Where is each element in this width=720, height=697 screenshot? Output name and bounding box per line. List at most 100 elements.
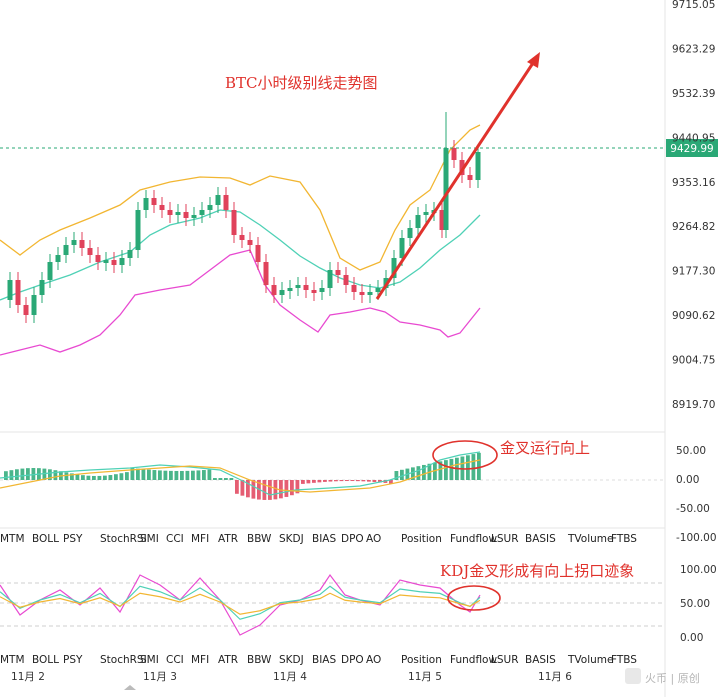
- macd-histogram-bar: [378, 480, 382, 483]
- macd-histogram-bar: [141, 469, 146, 480]
- macd-histogram-bar: [262, 480, 267, 500]
- candle-body: [311, 290, 317, 293]
- macd-histogram-bar: [130, 468, 135, 480]
- indicator-tab[interactable]: PSY: [63, 533, 83, 545]
- indicator-tab[interactable]: BOLL: [32, 533, 59, 545]
- indicator-tab[interactable]: ATR: [218, 654, 238, 666]
- date-tick-label: 11月 3: [143, 671, 177, 683]
- indicator-tab[interactable]: BASIS: [525, 654, 556, 666]
- indicator-tab[interactable]: Fundflow: [450, 654, 497, 666]
- indicator-tab[interactable]: LSUR: [491, 533, 519, 545]
- kdj-highlight-ellipse: [447, 585, 501, 611]
- date-tick-label: 11月 2: [11, 671, 45, 683]
- macd-histogram-bar: [438, 461, 443, 480]
- indicator-tab[interactable]: Position: [401, 654, 442, 666]
- macd-histogram-bar: [394, 471, 399, 480]
- indicator-tab[interactable]: BASIS: [525, 533, 556, 545]
- date-tick-label: 11月 5: [408, 671, 442, 683]
- scroll-handle-icon[interactable]: [124, 685, 136, 690]
- macd-annotation: 金叉运行向上: [500, 439, 590, 457]
- indicator-tab[interactable]: BIAS: [312, 533, 336, 545]
- price-tick-label: 9264.82: [672, 221, 715, 233]
- macd-histogram-bar: [4, 471, 8, 480]
- indicator-tab[interactable]: BBW: [247, 654, 272, 666]
- indicator-tab[interactable]: PSY: [63, 654, 83, 666]
- indicator-tab[interactable]: FTBS: [611, 533, 637, 545]
- candle-body: [151, 198, 157, 205]
- indicator-tab[interactable]: StochRSI: [100, 654, 147, 666]
- kdj-panel: [0, 573, 665, 636]
- macd-axis: 50.00 0.00 -50.00 -100.00: [676, 445, 717, 544]
- macd-histogram-bar: [389, 480, 393, 484]
- macd-histogram-bar: [422, 464, 426, 480]
- macd-histogram-bar: [64, 472, 69, 480]
- indicator-tab[interactable]: BBW: [247, 533, 272, 545]
- watermark-text: 火币 | 原创: [645, 672, 700, 685]
- indicator-tab[interactable]: BIAS: [312, 654, 336, 666]
- indicator-tab[interactable]: LSUR: [491, 654, 519, 666]
- indicator-tab[interactable]: BOLL: [32, 654, 59, 666]
- indicator-tab[interactable]: MTM: [0, 654, 25, 666]
- indicator-tab[interactable]: SKDJ: [279, 533, 304, 545]
- indicator-tab[interactable]: DPO: [341, 654, 364, 666]
- kdj-annotation: KDJ金叉形成有向上拐口迹象: [440, 562, 634, 580]
- candle-body: [367, 292, 373, 295]
- kdj-tick-label: 0.00: [680, 632, 703, 644]
- macd-histogram-bar: [202, 470, 206, 480]
- indicator-tab[interactable]: TVolume: [567, 533, 613, 545]
- candle-body: [55, 255, 61, 262]
- macd-histogram-bar: [350, 480, 355, 482]
- macd-histogram-bar: [86, 475, 91, 480]
- candle-body: [263, 262, 269, 285]
- indicator-tab[interactable]: StochRSI: [100, 533, 147, 545]
- indicator-tab[interactable]: ATR: [218, 533, 238, 545]
- macd-histogram-bar: [411, 467, 415, 480]
- macd-histogram-bar: [125, 472, 129, 480]
- indicator-tab[interactable]: Fundflow: [450, 533, 497, 545]
- candle-body: [63, 245, 69, 255]
- current-price-tag: 9429.99: [666, 139, 718, 157]
- candle-body: [467, 175, 473, 180]
- indicator-tab[interactable]: DPO: [341, 533, 364, 545]
- candle-body: [167, 210, 173, 215]
- macd-histogram-bar: [191, 470, 195, 480]
- macd-histogram-bar: [367, 480, 371, 482]
- indicator-tab[interactable]: SMI: [140, 654, 159, 666]
- candle-body: [335, 270, 341, 275]
- indicator-tab[interactable]: Position: [401, 533, 442, 545]
- candle-body: [231, 210, 237, 235]
- macd-highlight-ellipse: [432, 440, 498, 470]
- current-price-label: 9429.99: [670, 143, 713, 155]
- price-tick-label: 9623.29: [672, 43, 715, 55]
- indicator-tab[interactable]: MTM: [0, 533, 25, 545]
- indicator-tab[interactable]: CCI: [166, 533, 184, 545]
- macd-tick-label: -50.00: [676, 503, 710, 515]
- macd-histogram-bar: [81, 475, 85, 480]
- kdj-k-line: [0, 585, 481, 620]
- macd-histogram-bar: [119, 473, 124, 480]
- indicator-tab[interactable]: MFI: [191, 533, 209, 545]
- indicator-tab[interactable]: AO: [366, 533, 381, 545]
- candle-body: [423, 212, 429, 215]
- indicator-tab[interactable]: CCI: [166, 654, 184, 666]
- candle-body: [103, 260, 109, 263]
- price-tick-label: 9353.16: [672, 177, 716, 189]
- candle-body: [199, 210, 205, 215]
- date-axis: 11月 2 11月 3 11月 4 11月 5 11月 6: [11, 671, 572, 683]
- boll-mid-line: [0, 209, 481, 301]
- macd-histogram-bar: [477, 452, 481, 480]
- macd-histogram-bar: [240, 480, 245, 496]
- price-tick-label: 8919.70: [672, 399, 715, 411]
- indicator-tab[interactable]: SKDJ: [279, 654, 304, 666]
- macd-histogram-bar: [312, 480, 316, 483]
- indicator-tab[interactable]: MFI: [191, 654, 209, 666]
- indicator-tab[interactable]: FTBS: [611, 654, 637, 666]
- indicator-tab[interactable]: SMI: [140, 533, 159, 545]
- indicator-tab[interactable]: AO: [366, 654, 381, 666]
- indicator-tab[interactable]: TVolume: [567, 654, 613, 666]
- macd-histogram-bar: [114, 474, 118, 480]
- candle-body: [7, 280, 13, 300]
- macd-dea-line: [0, 459, 481, 493]
